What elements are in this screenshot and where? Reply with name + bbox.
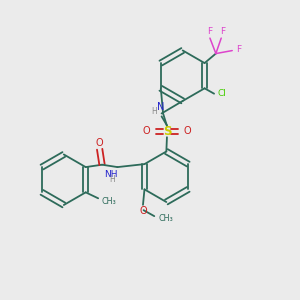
Text: CH₃: CH₃ [101,197,116,206]
Text: H: H [109,175,115,184]
Text: O: O [143,126,151,136]
Text: O: O [140,206,147,216]
Text: F: F [220,27,225,36]
Text: Cl: Cl [218,89,227,98]
Text: O: O [183,126,191,136]
Text: F: F [207,27,212,36]
Text: O: O [96,138,104,148]
Text: N: N [157,102,165,112]
Text: S: S [163,125,171,138]
Text: CH₃: CH₃ [158,214,173,223]
Text: H: H [151,107,157,116]
Text: NH: NH [104,170,118,179]
Text: F: F [236,45,241,54]
